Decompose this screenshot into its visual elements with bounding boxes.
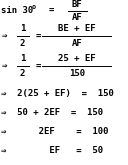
Text: ⇒: ⇒ bbox=[1, 62, 7, 70]
Text: 1: 1 bbox=[20, 24, 25, 33]
Text: =: = bbox=[49, 6, 54, 15]
Text: ⇒        EF   =  50: ⇒ EF = 50 bbox=[1, 146, 103, 155]
Text: =: = bbox=[35, 32, 41, 41]
Text: AF: AF bbox=[71, 13, 82, 22]
Text: ⇒  50 + 2EF  =  150: ⇒ 50 + 2EF = 150 bbox=[1, 108, 103, 117]
Text: 2: 2 bbox=[20, 39, 25, 48]
Text: ⇒  2(25 + EF)  =  150: ⇒ 2(25 + EF) = 150 bbox=[1, 89, 114, 98]
Text: =: = bbox=[35, 62, 41, 70]
Text: 25 + EF: 25 + EF bbox=[58, 54, 96, 63]
Text: ⇒      2EF    =  100: ⇒ 2EF = 100 bbox=[1, 127, 109, 136]
Text: o: o bbox=[32, 4, 36, 10]
Text: 150: 150 bbox=[69, 69, 85, 78]
Text: 1: 1 bbox=[20, 54, 25, 63]
Text: 2: 2 bbox=[20, 69, 25, 78]
Text: BF: BF bbox=[71, 0, 82, 9]
Text: AF: AF bbox=[71, 39, 82, 48]
Text: ⇒: ⇒ bbox=[1, 32, 7, 41]
Text: sin 30: sin 30 bbox=[1, 6, 34, 15]
Text: BE + EF: BE + EF bbox=[58, 24, 96, 33]
